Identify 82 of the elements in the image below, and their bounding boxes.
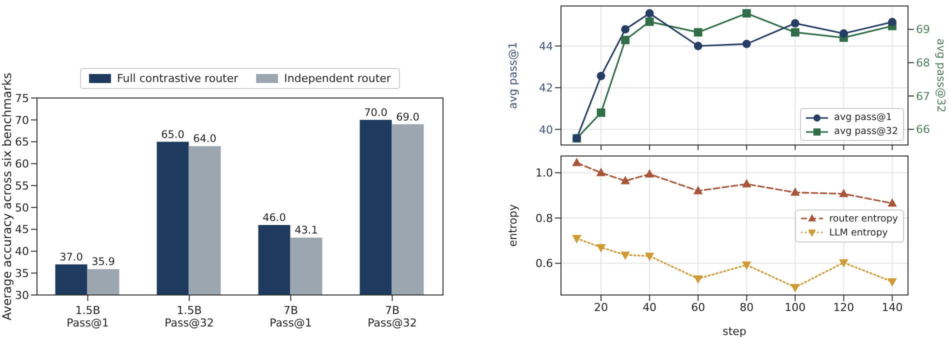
point <box>621 36 630 44</box>
x-tick-label: 20 <box>594 300 608 314</box>
y-tick-label: 40 <box>539 123 553 136</box>
y-axis-title: entropy <box>506 204 520 247</box>
point <box>839 188 848 198</box>
point <box>645 17 654 26</box>
point <box>790 19 800 28</box>
point <box>888 278 897 287</box>
legend-label: avg pass@1 <box>834 112 892 123</box>
point <box>620 176 630 184</box>
y-tick-label: 65 <box>15 136 29 149</box>
point <box>644 252 654 262</box>
x-tick-label: 1.5B Pass@1 <box>66 304 109 330</box>
data-label: 43.1 <box>294 224 318 237</box>
point <box>694 42 702 50</box>
data-label: 65.0 <box>161 128 184 141</box>
x-tick-label: 1.5B Pass@32 <box>164 304 214 330</box>
y-tick-label: 45 <box>15 223 29 236</box>
point <box>888 18 896 26</box>
point <box>572 158 582 166</box>
point <box>742 179 752 188</box>
point <box>888 198 897 207</box>
legend-label: avg pass@32 <box>834 126 898 137</box>
data-label: 35.9 <box>92 256 115 268</box>
y-axis-title: avg pass@1 <box>506 42 520 109</box>
y-tick-label: 44 <box>539 40 553 53</box>
point <box>596 108 606 117</box>
y-tick-label: 0.6 <box>536 257 553 270</box>
point <box>645 9 654 18</box>
y2-tick-label: 66 <box>916 123 930 136</box>
point <box>839 29 848 38</box>
y-tick-label: 35 <box>15 267 29 280</box>
point <box>644 169 654 178</box>
point <box>694 28 702 37</box>
data-label: 69.0 <box>396 111 420 124</box>
data-label: 70.0 <box>364 106 388 119</box>
y-tick-label: 40 <box>15 245 29 258</box>
point <box>620 252 630 260</box>
legend-label: LLM entropy <box>829 227 888 238</box>
x-tick-label: 7B Pass@32 <box>368 304 417 330</box>
data-label: 37.0 <box>60 251 83 264</box>
point <box>596 244 606 252</box>
point <box>742 262 752 270</box>
point <box>742 9 751 18</box>
point <box>621 25 630 34</box>
y2-tick-label: 67 <box>916 90 930 103</box>
legend-label: router entropy <box>829 213 898 224</box>
point <box>693 186 703 194</box>
point <box>693 275 703 284</box>
point <box>596 72 606 80</box>
y-axis-title: Average accuracy across six benchmarks <box>0 72 14 320</box>
y2-tick-label: 68 <box>916 56 930 70</box>
point <box>742 40 751 48</box>
x-tick-label: 7B Pass@1 <box>270 304 312 330</box>
y-tick-label: 0.8 <box>536 212 553 225</box>
legend-label: Independent router <box>284 72 391 85</box>
x-tick-label: 120 <box>833 300 854 314</box>
x-tick-label: 60 <box>691 300 706 314</box>
y-tick-label: 42 <box>539 82 553 95</box>
point <box>596 168 606 176</box>
y-tick-label: 1.0 <box>536 166 553 180</box>
point <box>839 259 848 268</box>
point <box>790 28 800 37</box>
y-tick-label: 50 <box>15 201 29 214</box>
x-axis-title: step <box>722 325 746 337</box>
x-tick-label: 100 <box>784 300 806 314</box>
legend-label: Full contrastive router <box>117 72 238 85</box>
data-label: 64.0 <box>193 133 216 146</box>
point <box>572 235 582 244</box>
x-tick-label: 140 <box>882 300 903 314</box>
point <box>790 284 800 292</box>
y2-tick-label: 69 <box>916 23 930 36</box>
y-tick-label: 60 <box>15 158 29 171</box>
y-tick-label: 55 <box>15 179 29 192</box>
x-tick-label: 40 <box>642 300 657 314</box>
y2-axis-title: avg pass@32 <box>934 38 948 112</box>
data-label: 46.0 <box>262 212 286 224</box>
y-tick-label: 75 <box>15 92 29 105</box>
y-tick-label: 30 <box>15 288 29 302</box>
x-tick-label: 80 <box>740 300 754 314</box>
y-tick-label: 70 <box>15 114 29 127</box>
point <box>790 187 800 196</box>
